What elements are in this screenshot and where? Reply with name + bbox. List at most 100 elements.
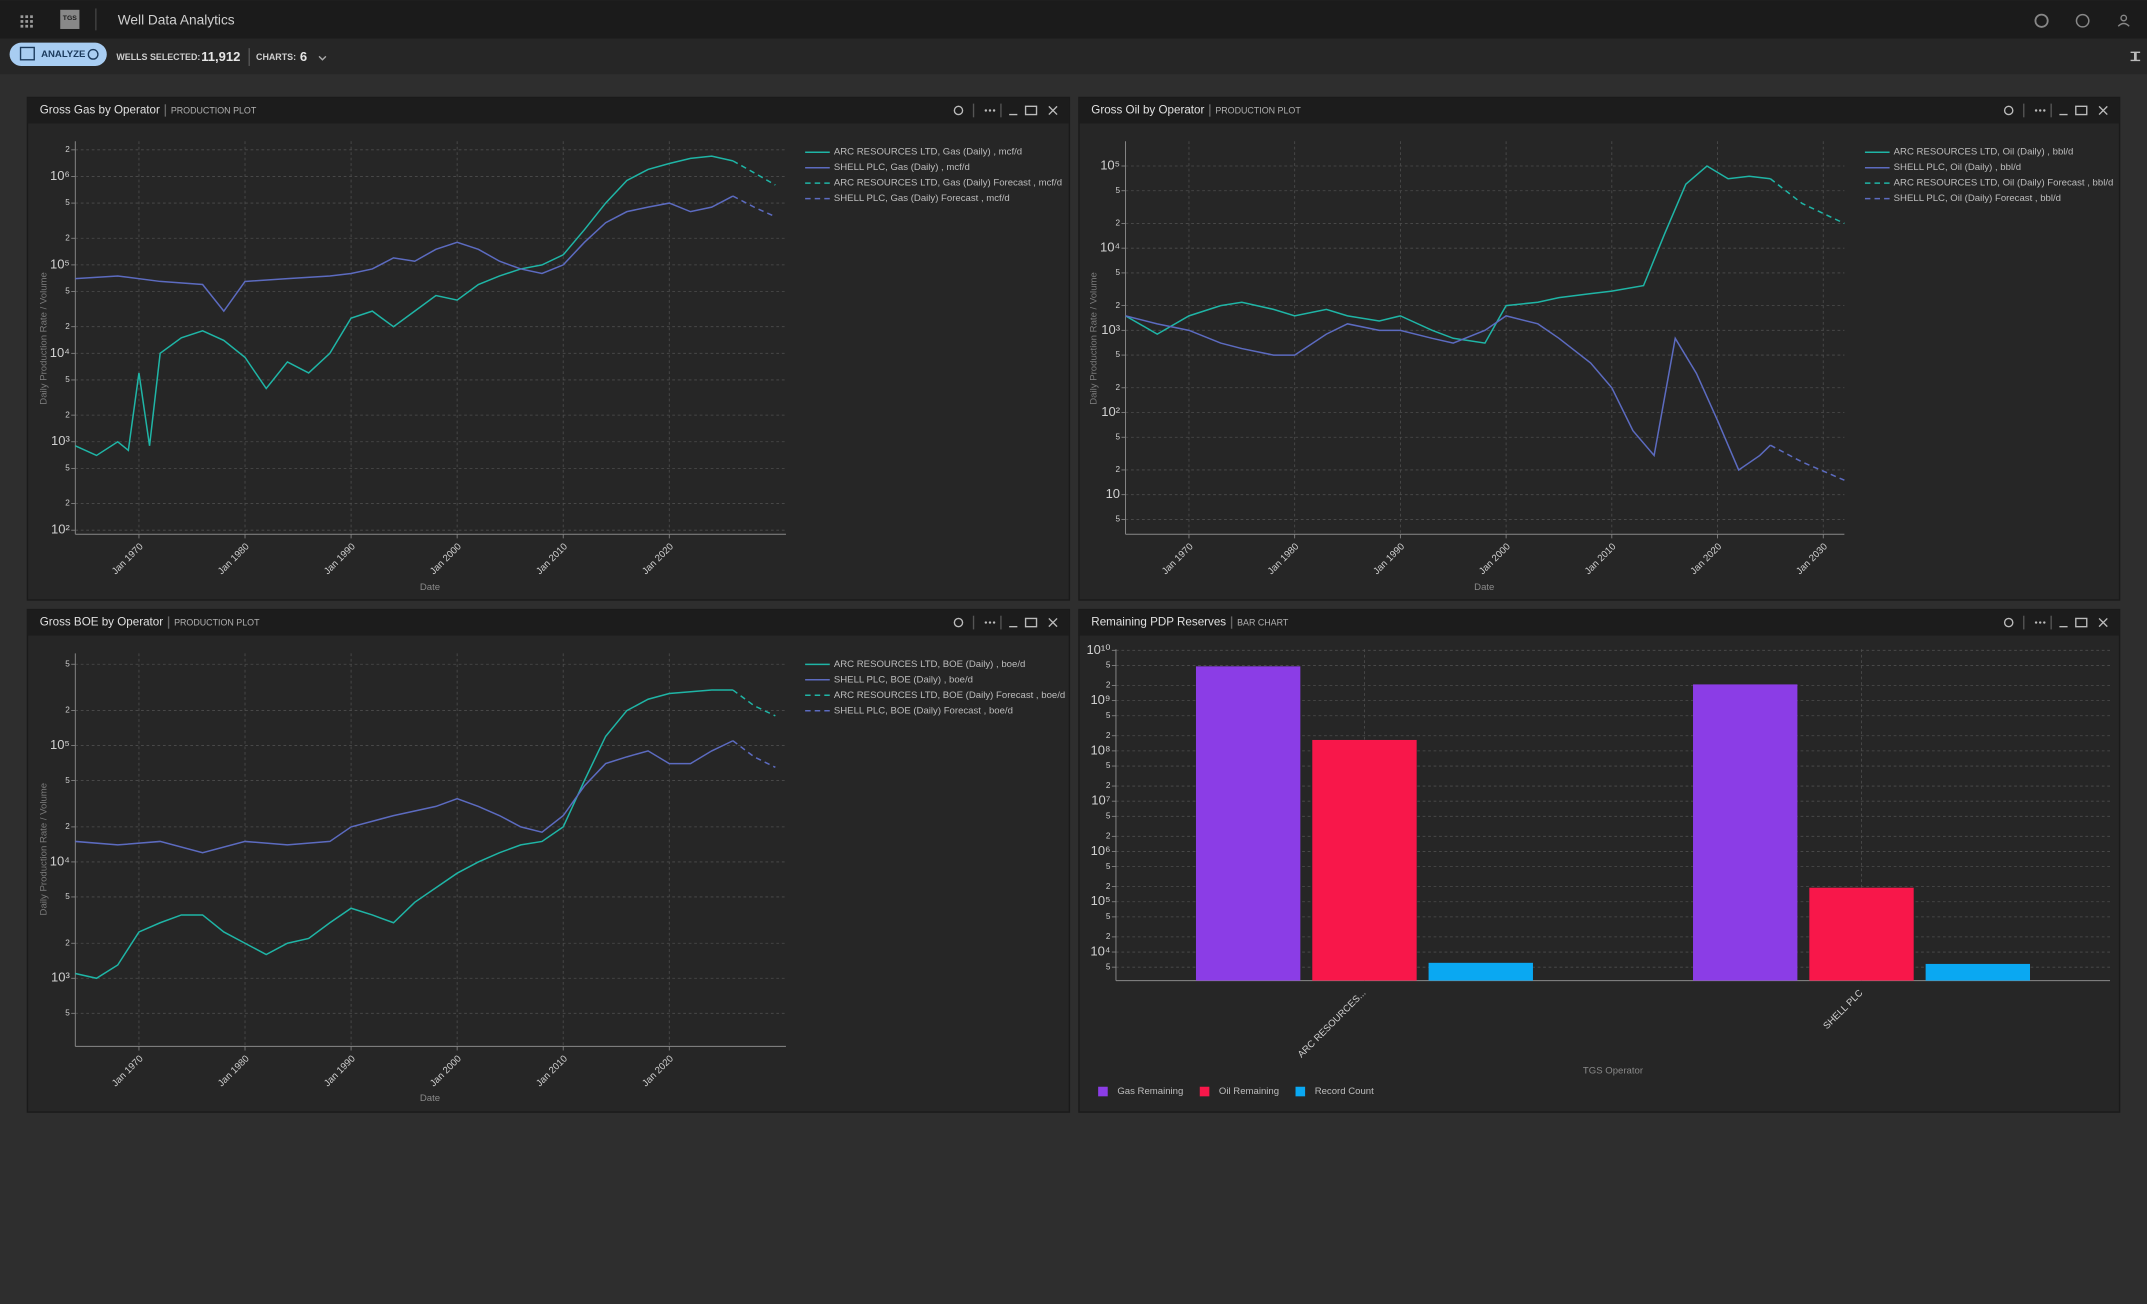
help-icon[interactable] (2075, 13, 2090, 28)
more-button[interactable] (988, 109, 992, 112)
y-tick-label: 5 (1106, 862, 1111, 871)
more-button[interactable] (2043, 621, 2046, 624)
legend-label: Record Count (1315, 1086, 1374, 1097)
maximize-button[interactable] (2075, 617, 2088, 628)
x-axis-label: Date (420, 582, 440, 593)
panel-header (27, 97, 1070, 124)
refresh-button[interactable] (2003, 617, 2014, 628)
y-tick-label: 10⁵ (50, 256, 70, 271)
app-title: Well Data Analytics (118, 12, 235, 27)
series-line (75, 195, 734, 313)
layout-icon[interactable] (2130, 51, 2141, 62)
y-tick-label: 10⁵ (1100, 157, 1120, 172)
y-tick-label: 10³ (51, 433, 70, 448)
series-line (75, 740, 734, 854)
more-button[interactable] (2043, 109, 2046, 112)
legend-label: Gas Remaining (1117, 1086, 1183, 1097)
logo (60, 9, 80, 29)
legend-label: SHELL PLC, Gas (Daily) , mcf/d (834, 162, 970, 173)
legend-label: ARC RESOURCES LTD, BOE (Daily) Forecast … (834, 690, 1065, 701)
y-tick-label: 5 (65, 776, 70, 785)
legend-label: SHELL PLC, Oil (Daily) , bbl/d (1894, 162, 2021, 173)
y-tick-label: 5 (65, 198, 70, 207)
user-icon[interactable] (2117, 14, 2130, 27)
y-tick-label: 5 (1106, 761, 1111, 770)
more-button[interactable] (2038, 109, 2042, 112)
panel (1078, 96, 2121, 601)
y-tick-label: 2 (65, 322, 70, 331)
panel (26, 608, 1071, 1113)
panel-subtitle: PRODUCTION PLOT (174, 618, 260, 628)
panel (26, 96, 1071, 601)
y-tick-label: 5 (1115, 432, 1120, 441)
panel-title: Gross BOE by Operator (40, 616, 164, 629)
y-tick-label: 10⁴ (50, 853, 70, 868)
top-bar (0, 0, 2147, 39)
more-button[interactable] (984, 109, 988, 112)
x-axis-label: Date (420, 1093, 440, 1104)
app-menu-icon[interactable] (20, 15, 33, 28)
legend-swatch (1199, 1086, 1210, 1097)
refresh-button[interactable] (953, 105, 964, 116)
legend-label: SHELL PLC, Gas (Daily) Forecast , mcf/d (834, 193, 1010, 204)
logo-text: TGS (63, 15, 77, 22)
panel-header (1078, 97, 2120, 124)
legend-label: Oil Remaining (1219, 1086, 1279, 1097)
series-line (1125, 315, 1771, 472)
legend-label: SHELL PLC, BOE (Daily) , boe/d (834, 674, 973, 685)
series-line (1770, 444, 1845, 481)
analyze-add-icon (87, 48, 99, 60)
refresh-button[interactable] (953, 617, 964, 628)
y-tick-label: 2 (1115, 383, 1120, 392)
maximize-button[interactable] (1024, 617, 1038, 628)
panel-subtitle: PRODUCTION PLOT (1215, 105, 1301, 115)
panel-title: Remaining PDP Reserves (1091, 616, 1226, 629)
series-line (732, 160, 776, 186)
more-button[interactable] (992, 621, 996, 624)
y-tick-label: 2 (65, 410, 70, 419)
more-button[interactable] (2034, 109, 2038, 112)
legend-label: ARC RESOURCES LTD, Gas (Daily) , mcf/d (834, 147, 1022, 158)
legend-label: ARC RESOURCES LTD, Gas (Daily) Forecast … (834, 178, 1062, 189)
settings-icon[interactable] (2034, 13, 2049, 28)
analyze-label: ANALYZE (41, 49, 86, 60)
bar (1428, 962, 1533, 981)
bar (1195, 666, 1301, 981)
close-button[interactable] (1048, 105, 1058, 116)
more-button[interactable] (984, 621, 988, 624)
bar (1312, 739, 1417, 981)
series-line (732, 740, 776, 769)
more-button[interactable] (988, 621, 992, 624)
y-axis-label: Daily Production Rate / Volume (1089, 272, 1100, 405)
maximize-button[interactable] (2075, 105, 2088, 116)
y-tick-label: 10⁴ (1100, 240, 1120, 255)
bar (1809, 887, 1914, 981)
y-tick-label: 10 (1106, 486, 1120, 501)
more-button[interactable] (2038, 621, 2042, 624)
y-tick-label: 10² (1101, 404, 1120, 419)
panels: Gross Gas by Operator PRODUCTION PLOT 2 10⁶… (26, 96, 2121, 1113)
panel-subtitle: BAR CHART (1237, 618, 1289, 628)
close-button[interactable] (2098, 617, 2108, 628)
y-axis-label: Daily Production Rate / Volume (38, 272, 49, 405)
series-line (1769, 178, 1845, 225)
y-tick-label: 2 (65, 499, 70, 508)
refresh-button[interactable] (2003, 105, 2014, 116)
more-button[interactable] (992, 109, 996, 112)
maximize-button[interactable] (1024, 105, 1038, 116)
close-button[interactable] (2098, 105, 2108, 116)
y-tick-label: 2 (1115, 465, 1120, 474)
series-line (74, 155, 734, 457)
y-tick-label: 10³ (1101, 322, 1120, 337)
close-button[interactable] (1048, 617, 1058, 628)
charts-dropdown[interactable] (318, 55, 327, 61)
y-tick-label: 10⁷ (1091, 793, 1110, 808)
y-tick-label: 10⁵ (1091, 893, 1111, 908)
y-tick-label: 2 (1115, 301, 1120, 310)
panel-subtitle: PRODUCTION PLOT (171, 105, 257, 115)
x-axis-label: TGS Operator (1583, 1066, 1644, 1077)
legend-swatch (1098, 1086, 1108, 1097)
y-tick-label: 2 (65, 145, 70, 154)
more-button[interactable] (2034, 621, 2038, 624)
